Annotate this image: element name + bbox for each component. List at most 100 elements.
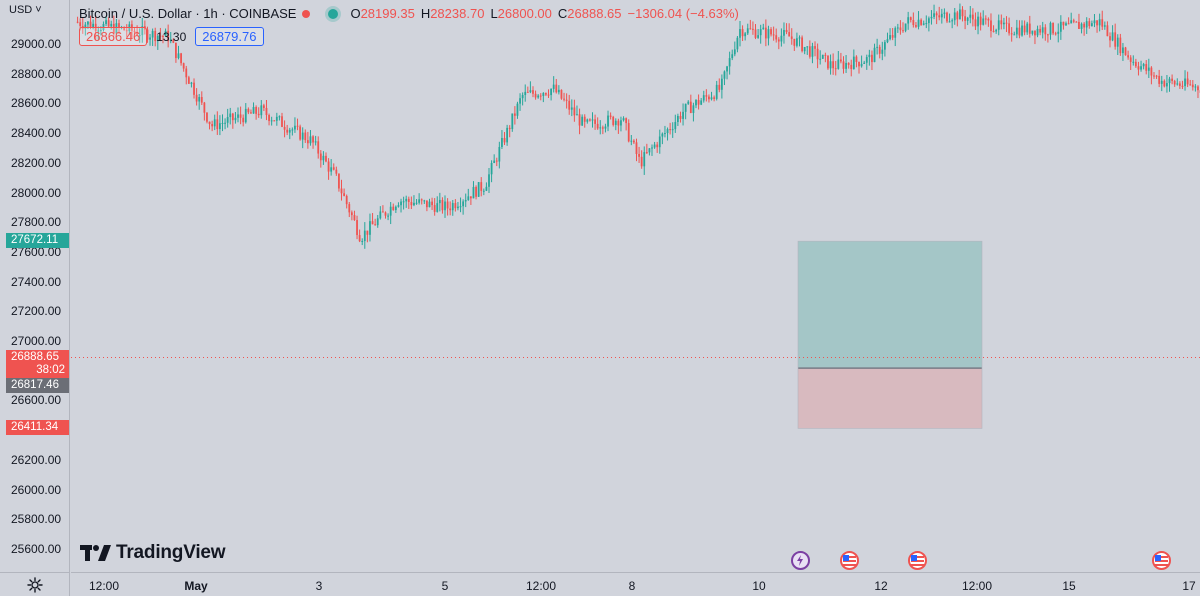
candle-body (299, 126, 302, 140)
candle-body (1103, 25, 1106, 27)
candle-body (304, 132, 307, 141)
candle-body (286, 129, 289, 133)
candle-body (431, 201, 433, 206)
us-flag-icon[interactable] (840, 551, 859, 570)
candle-body (852, 56, 855, 70)
candle-body (599, 127, 602, 129)
tradingview-logo-icon (80, 545, 111, 561)
candle-body (410, 202, 413, 206)
candle-body (951, 20, 954, 22)
candle-body (136, 31, 138, 36)
candle-body (459, 206, 462, 208)
price-tick-label: 27200.00 (11, 304, 62, 319)
candle-body (819, 58, 822, 60)
candle-body (312, 136, 314, 143)
candle-body (943, 12, 946, 14)
candle-body (658, 136, 661, 148)
candle-body (177, 53, 180, 59)
buy-button[interactable]: 26879.76 (195, 27, 264, 46)
candle-body (524, 91, 527, 96)
candle-body (361, 241, 364, 243)
candle-body (728, 58, 731, 67)
candle-body (938, 15, 941, 18)
candle-body (211, 124, 214, 127)
candle-body (886, 39, 889, 43)
candle-body (175, 42, 177, 59)
candlestick-chart[interactable] (71, 0, 1200, 572)
candle-body (206, 112, 208, 122)
candle-body (648, 148, 651, 153)
entry-price-badge: 26817.46 (6, 378, 69, 393)
candle-body (162, 35, 164, 37)
candle-body (84, 24, 87, 29)
position-border (797, 240, 983, 429)
candle-body (1041, 27, 1044, 33)
candle-body (1026, 23, 1029, 33)
candle-body (169, 39, 172, 42)
candle-body (400, 201, 402, 206)
candle-body (288, 129, 291, 133)
candle-body (731, 54, 734, 59)
candle-body (371, 221, 374, 225)
chart-area[interactable] (71, 0, 1200, 572)
candle-body (488, 174, 490, 187)
candle-body (234, 117, 237, 121)
us-flag-icon[interactable] (908, 551, 927, 570)
candle-body (594, 119, 596, 124)
candle-body (446, 201, 449, 209)
price-tick-label: 28600.00 (11, 96, 62, 111)
candle-body (283, 126, 286, 130)
candle-body (635, 142, 638, 155)
candle-body (775, 35, 778, 40)
candle-body (995, 29, 998, 32)
candle-body (1145, 64, 1148, 71)
candle-body (229, 113, 232, 118)
candle-body (557, 89, 560, 93)
candle-body (239, 114, 242, 118)
candle-body (89, 21, 92, 28)
candle-body (219, 123, 221, 130)
candle-body (633, 140, 635, 143)
candle-body (873, 47, 876, 63)
candle-body (845, 62, 847, 69)
candle-body (656, 144, 659, 148)
candle-body (816, 48, 819, 60)
candle-body (790, 36, 793, 39)
candle-body (472, 186, 475, 199)
candle-body (389, 206, 392, 216)
candle-body (1088, 21, 1091, 27)
candle-body (858, 61, 860, 67)
tradingview-logo[interactable]: TradingView (80, 542, 226, 564)
candle-body (1031, 30, 1034, 34)
candle-body (107, 20, 110, 27)
candle-body (433, 205, 436, 212)
candle-body (532, 90, 534, 94)
candle-body (1090, 23, 1093, 27)
candle-body (87, 21, 89, 25)
sell-button[interactable]: 26866.46 (79, 27, 148, 46)
us-flag-icon[interactable] (1152, 551, 1171, 570)
candle-body (609, 115, 612, 117)
currency-selector[interactable]: USD ˅ (9, 4, 42, 16)
lightning-icon[interactable] (791, 551, 810, 570)
candle-body (697, 99, 700, 105)
candle-body (542, 93, 545, 96)
candle-body (1078, 21, 1080, 29)
candle-body (1015, 27, 1018, 35)
candle-body (1171, 78, 1173, 81)
candle-body (278, 116, 281, 118)
chart-settings-button[interactable] (0, 572, 70, 596)
symbol-legend[interactable]: Bitcoin / U.S. Dollar · 1h · COINBASE O2… (79, 6, 739, 21)
candle-body (847, 62, 850, 65)
symbol-title[interactable]: Bitcoin / U.S. Dollar · 1h · COINBASE (79, 6, 297, 21)
time-axis[interactable]: 12:00 May 3 5 12:00 8 10 12 12:00 15 17 (71, 572, 1200, 596)
candle-body (964, 16, 966, 21)
candle-body (788, 32, 791, 37)
candle-body (319, 153, 322, 161)
candle-body (922, 23, 925, 25)
candle-body (1083, 23, 1086, 28)
price-axis[interactable]: USD ˅ 29000.00 28800.00 28600.00 28400.00 28… (0, 0, 70, 572)
candle-body (343, 193, 345, 196)
price-tick-label: 27800.00 (11, 215, 62, 230)
candle-body (796, 38, 798, 46)
